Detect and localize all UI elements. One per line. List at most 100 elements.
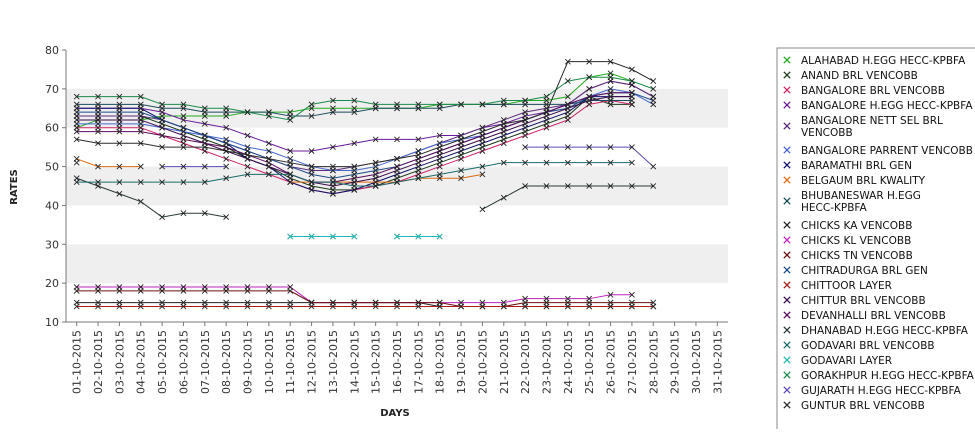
x-tick-label: 02-10-2015 bbox=[92, 330, 105, 394]
data-point bbox=[159, 163, 166, 170]
legend-marker bbox=[783, 296, 791, 304]
data-point bbox=[287, 233, 294, 240]
legend-item: ANAND BRL VENCOBB bbox=[783, 70, 918, 82]
x-tick-label: 29-10-2015 bbox=[669, 330, 682, 394]
x-tick-label: 21-10-2015 bbox=[498, 330, 511, 394]
legend-box bbox=[776, 47, 975, 433]
legend-label: BARAMATHI BRL GEN bbox=[801, 160, 912, 172]
data-point bbox=[116, 190, 123, 197]
legend-item: BANGALORE PARRENT VENCOBB bbox=[783, 145, 973, 157]
data-point bbox=[586, 85, 593, 92]
data-point bbox=[543, 159, 550, 166]
data-point bbox=[95, 101, 101, 108]
series-21 bbox=[73, 58, 657, 170]
data-point bbox=[543, 101, 550, 108]
data-point bbox=[522, 303, 529, 310]
legend-label: BANGALORE NETT SEL BRL bbox=[801, 115, 943, 127]
legend-marker bbox=[783, 86, 791, 94]
data-point bbox=[180, 124, 187, 131]
legend-marker bbox=[783, 281, 791, 289]
legend-item: BARAMATHI BRL GEN bbox=[783, 160, 912, 172]
data-point bbox=[265, 303, 272, 310]
legend-item: BANGALORE H.EGG HECC-KPBFA bbox=[783, 100, 973, 112]
data-point bbox=[201, 105, 208, 112]
data-point bbox=[479, 163, 486, 170]
data-point bbox=[180, 144, 187, 151]
y-axis-label: RATES bbox=[9, 169, 20, 205]
legend-label: HECC-KPBFA bbox=[801, 202, 867, 214]
data-point bbox=[436, 132, 443, 139]
legend-item: CHITTOOR LAYER bbox=[783, 280, 892, 292]
data-point bbox=[223, 124, 230, 131]
data-point bbox=[95, 128, 101, 135]
legend-marker bbox=[783, 266, 791, 274]
data-point bbox=[308, 233, 315, 240]
data-point bbox=[607, 144, 614, 151]
data-point bbox=[201, 287, 208, 294]
data-point bbox=[372, 183, 379, 189]
data-point bbox=[436, 233, 443, 240]
data-point bbox=[394, 303, 400, 310]
data-point bbox=[479, 128, 486, 135]
data-point bbox=[543, 303, 550, 310]
legend-item: DHANABAD H.EGG HECC-KPBFA bbox=[783, 325, 969, 337]
data-point bbox=[223, 214, 230, 221]
data-point bbox=[159, 303, 166, 310]
data-point bbox=[330, 163, 336, 170]
data-point bbox=[73, 117, 80, 123]
data-point bbox=[159, 179, 166, 186]
data-point bbox=[330, 109, 336, 116]
data-point bbox=[351, 175, 358, 182]
data-point bbox=[351, 233, 358, 240]
data-point bbox=[159, 101, 166, 108]
y-tick-label: 50 bbox=[45, 161, 59, 174]
axes: RATES DAYS 10 20 30 40 50 60 70 80 01-10-2015 02-… bbox=[9, 44, 728, 419]
data-point bbox=[244, 109, 251, 116]
data-point bbox=[522, 97, 529, 104]
legend-item: GUNTUR BRL VENCOBB bbox=[783, 400, 925, 412]
data-point bbox=[436, 171, 443, 178]
legend-marker bbox=[783, 221, 791, 229]
data-point bbox=[308, 186, 315, 193]
data-point bbox=[287, 117, 294, 123]
data-point bbox=[180, 136, 187, 143]
legend-marker bbox=[783, 236, 791, 244]
data-point bbox=[201, 163, 208, 170]
data-point bbox=[607, 183, 614, 189]
data-point bbox=[607, 74, 614, 81]
data-point bbox=[586, 144, 593, 151]
data-point bbox=[95, 287, 101, 294]
y-tick-label: 70 bbox=[45, 83, 59, 96]
data-point bbox=[394, 136, 400, 143]
series-13 bbox=[73, 303, 657, 310]
data-point bbox=[351, 303, 358, 310]
data-point bbox=[308, 113, 315, 119]
data-point bbox=[159, 214, 166, 221]
series-line bbox=[76, 290, 654, 307]
x-tick-label: 05-10-2015 bbox=[156, 330, 169, 394]
data-point bbox=[137, 109, 144, 116]
data-point bbox=[564, 144, 571, 151]
legend-label: BANGALORE BRL VENCOBB bbox=[801, 85, 945, 97]
data-point bbox=[73, 136, 80, 143]
data-point bbox=[607, 159, 614, 166]
data-point bbox=[137, 163, 144, 170]
data-point bbox=[201, 144, 208, 151]
data-point bbox=[73, 101, 80, 108]
legend-label: GUJARATH H.EGG HECC-KPBFA bbox=[801, 385, 962, 397]
x-tick-label: 01-10-2015 bbox=[71, 330, 84, 394]
data-point bbox=[436, 163, 443, 170]
data-point bbox=[458, 155, 464, 162]
data-point bbox=[330, 97, 336, 104]
data-point bbox=[522, 117, 529, 123]
data-point bbox=[415, 151, 422, 158]
data-point bbox=[628, 144, 635, 151]
data-point bbox=[458, 175, 464, 182]
data-point bbox=[564, 117, 571, 123]
x-tick-label: 23-10-2015 bbox=[540, 330, 553, 394]
data-point bbox=[201, 210, 208, 217]
data-point bbox=[223, 155, 230, 162]
data-point bbox=[543, 109, 550, 116]
data-point bbox=[330, 144, 336, 151]
data-point bbox=[137, 101, 144, 108]
